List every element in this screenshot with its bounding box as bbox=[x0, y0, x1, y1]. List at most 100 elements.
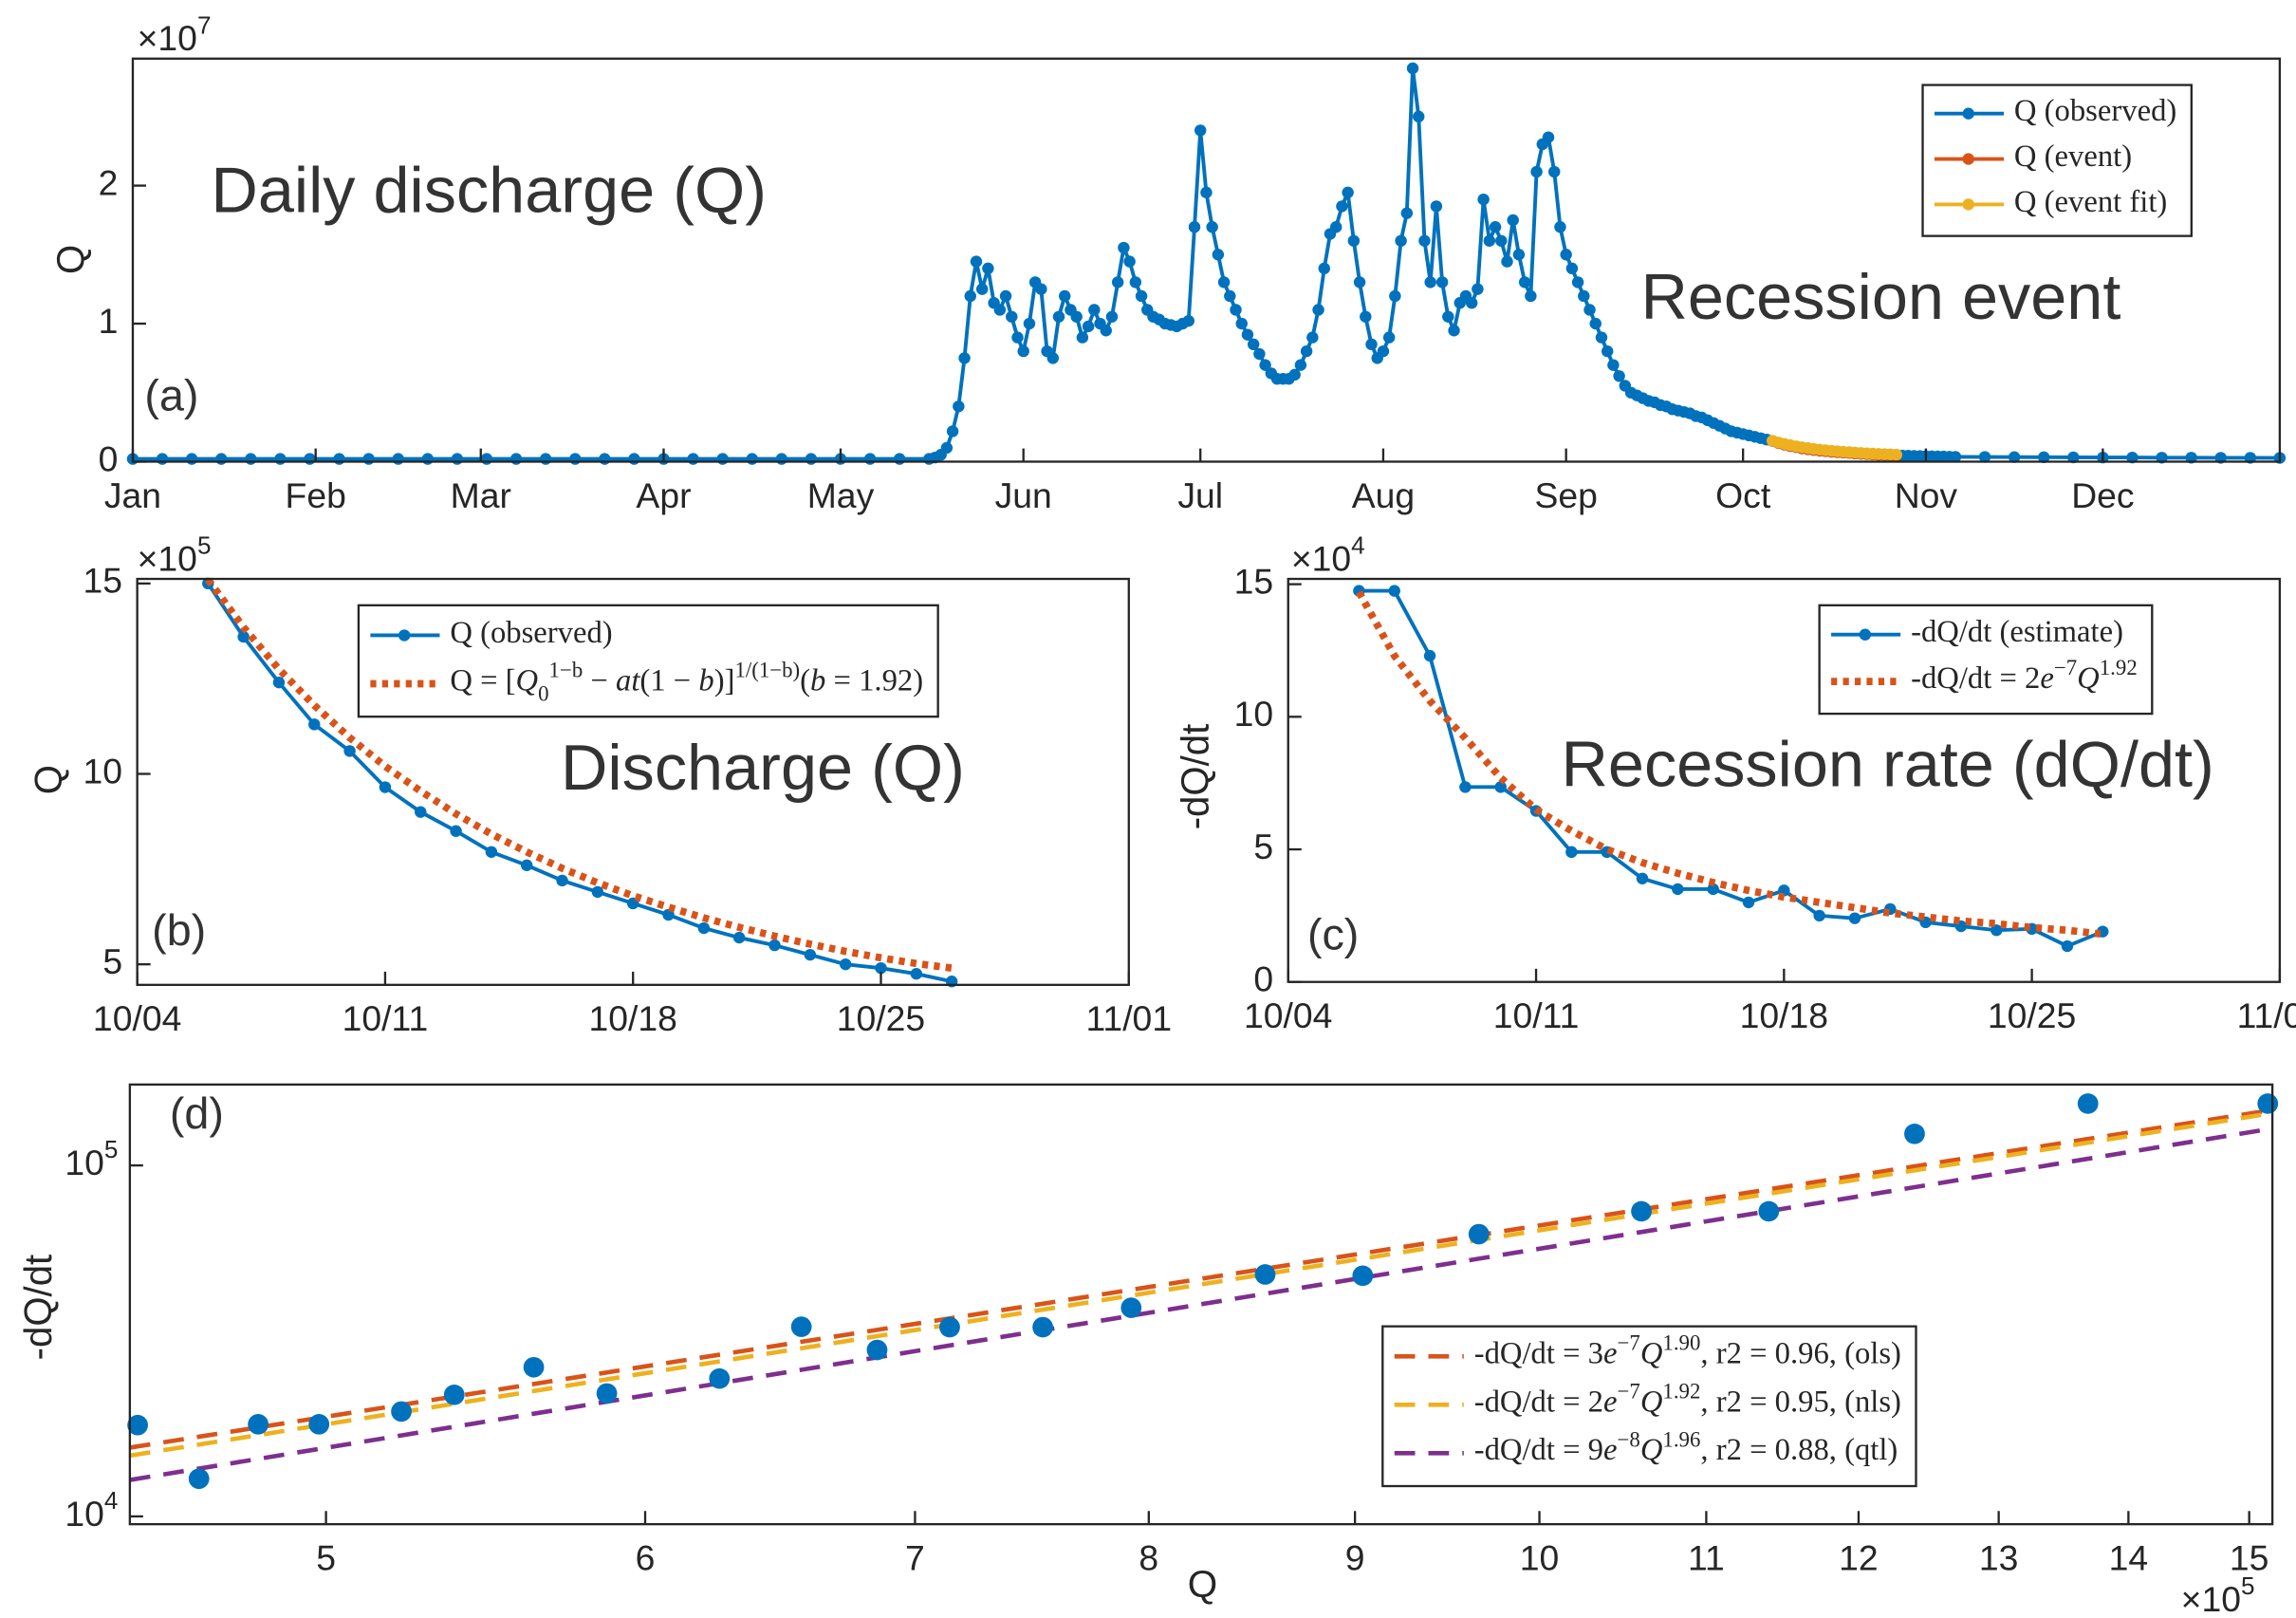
data-point bbox=[1571, 276, 1584, 288]
x-tick-label: Nov bbox=[1895, 475, 1958, 515]
text-part: 1.92 bbox=[1662, 1379, 1700, 1403]
data-point bbox=[1217, 276, 1231, 288]
data-point bbox=[1990, 924, 2003, 937]
text-part: at bbox=[616, 664, 640, 698]
data-point bbox=[1129, 276, 1142, 288]
axis-multiplier: ×105 bbox=[2181, 1572, 2255, 1618]
data-point bbox=[1135, 289, 1148, 303]
data-point bbox=[746, 453, 758, 465]
series-line bbox=[129, 1110, 2273, 1459]
data-point bbox=[1595, 331, 1608, 344]
text-part: -dQ/dt = 3 bbox=[1474, 1337, 1603, 1371]
data-point bbox=[1465, 297, 1478, 309]
data-point bbox=[863, 453, 877, 465]
text-part: 1.96 bbox=[1662, 1427, 1700, 1451]
text-part: Q bbox=[516, 664, 539, 698]
data-point bbox=[687, 453, 699, 465]
data-point bbox=[805, 453, 818, 465]
text-part: e bbox=[1603, 1386, 1618, 1420]
data-point bbox=[1813, 909, 1825, 922]
scatter-point bbox=[188, 1468, 210, 1490]
multiplier-base: ×10 bbox=[138, 18, 197, 58]
y-axis-label: Q bbox=[49, 245, 92, 274]
text-part: e bbox=[1603, 1337, 1618, 1371]
data-point bbox=[2061, 939, 2074, 953]
text-part: 1/(1−b) bbox=[734, 658, 800, 681]
legend-label: -dQ/dt = 9e−8Q1.96, r2 = 0.88, (qtl) bbox=[1474, 1427, 1898, 1468]
annotation: (c) bbox=[1307, 910, 1359, 959]
text-part: Q = [ bbox=[450, 664, 515, 698]
data-point bbox=[1300, 344, 1313, 358]
data-point bbox=[1554, 221, 1566, 233]
data-point bbox=[274, 453, 287, 465]
x-tick-label: 11/01 bbox=[1085, 998, 1172, 1038]
legend-marker bbox=[1859, 628, 1872, 641]
legend-label: Q (event fit) bbox=[2014, 185, 2167, 219]
data-point bbox=[1194, 124, 1207, 137]
scatter-point bbox=[866, 1339, 888, 1361]
x-tick-label: 10/04 bbox=[1244, 995, 1332, 1035]
data-point bbox=[521, 859, 533, 871]
data-point bbox=[1336, 200, 1348, 213]
data-point bbox=[185, 453, 198, 465]
data-point bbox=[1949, 451, 1962, 463]
legend-label: Q (event) bbox=[2014, 139, 2132, 174]
data-point bbox=[1235, 317, 1248, 330]
data-point bbox=[1059, 289, 1071, 303]
legend-marker bbox=[1962, 198, 1974, 211]
data-point bbox=[964, 289, 976, 303]
tick-exponent: 5 bbox=[104, 1135, 119, 1163]
data-point bbox=[1111, 276, 1124, 288]
data-point bbox=[716, 453, 729, 465]
legend: -dQ/dt = 3e−7Q1.90, r2 = 0.96, (ols)-dQ/… bbox=[1381, 1325, 1917, 1488]
data-point bbox=[1105, 310, 1119, 323]
scatter-point bbox=[596, 1383, 618, 1404]
data-point bbox=[2037, 451, 2050, 464]
data-point bbox=[910, 968, 923, 980]
data-point bbox=[215, 453, 228, 465]
data-point bbox=[1382, 331, 1396, 344]
data-point bbox=[1578, 289, 1590, 303]
x-tick-label: 8 bbox=[1139, 1538, 1158, 1578]
text-part: −7 bbox=[1618, 1330, 1640, 1354]
data-point bbox=[628, 453, 640, 465]
data-point bbox=[1494, 781, 1507, 793]
legend-marker bbox=[1962, 153, 1974, 165]
x-tick-label: Feb bbox=[286, 475, 346, 515]
scatter-point bbox=[443, 1385, 465, 1405]
data-point bbox=[1442, 310, 1454, 323]
legend-label: -dQ/dt (estimate) bbox=[1911, 615, 2123, 649]
series-line bbox=[206, 582, 953, 984]
x-axis-label: Q bbox=[1188, 1563, 1217, 1606]
data-point bbox=[768, 939, 781, 952]
data-point bbox=[1389, 289, 1401, 303]
data-point bbox=[875, 961, 887, 975]
data-point bbox=[1489, 221, 1502, 233]
annotation: Recession event bbox=[1640, 261, 2120, 333]
legend: -dQ/dt (estimate) -dQ/dt = 2e−7Q1.92 bbox=[1818, 604, 2154, 716]
data-point bbox=[1306, 331, 1319, 344]
data-point bbox=[1318, 262, 1330, 275]
y-tick-label: 10 bbox=[83, 751, 123, 790]
text-part: -dQ/dt = 9 bbox=[1474, 1434, 1603, 1468]
data-point bbox=[539, 453, 552, 465]
data-point bbox=[1123, 255, 1136, 268]
data-point bbox=[1253, 347, 1266, 361]
data-point bbox=[1560, 249, 1572, 261]
legend-label: -dQ/dt = 3e−7Q1.90, r2 = 0.96, (ols) bbox=[1474, 1330, 1901, 1371]
data-point bbox=[1742, 896, 1755, 909]
data-point bbox=[362, 453, 375, 465]
annotation: (a) bbox=[144, 370, 198, 419]
legend-box bbox=[1381, 1325, 1917, 1488]
data-point bbox=[1477, 193, 1490, 206]
data-point bbox=[1542, 131, 1555, 143]
x-tick-label: 9 bbox=[1345, 1538, 1365, 1578]
x-tick-label: 5 bbox=[316, 1538, 336, 1578]
data-point bbox=[1589, 317, 1602, 330]
axis-multiplier: ×107 bbox=[138, 10, 212, 58]
y-tick-label: 2 bbox=[99, 162, 119, 202]
scatter-point bbox=[127, 1414, 148, 1436]
data-point bbox=[1848, 912, 1861, 924]
data-point bbox=[1495, 234, 1508, 247]
data-point bbox=[480, 453, 493, 465]
